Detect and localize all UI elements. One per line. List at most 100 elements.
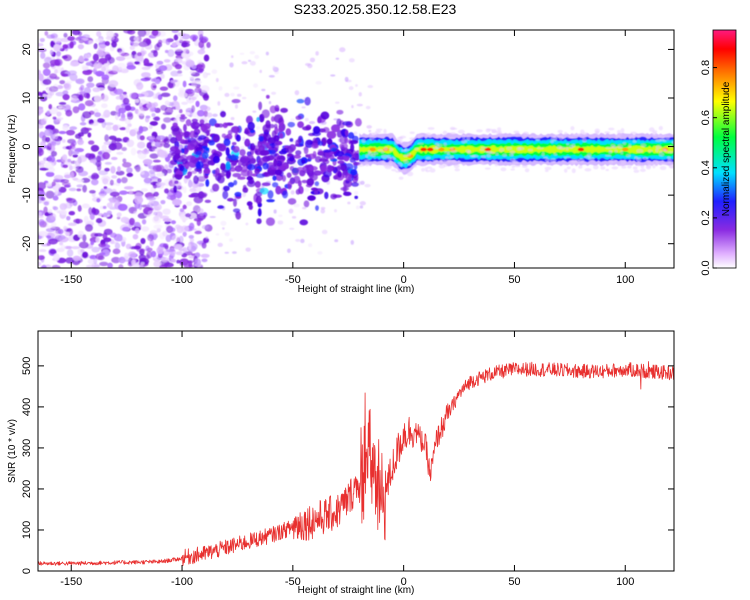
- spec-noise-blob: [118, 264, 124, 268]
- spec-noise-blob: [86, 82, 95, 88]
- spec-noise-blob: [88, 140, 95, 145]
- spec-haze: [608, 160, 614, 165]
- spec-cluster-blob: [255, 195, 262, 205]
- spec-haze: [605, 154, 612, 157]
- spec-cluster-blob: [275, 185, 282, 195]
- spec-noise-blob: [53, 133, 59, 140]
- spec-noise-blob: [309, 57, 316, 63]
- spec-noise-blob: [96, 87, 105, 91]
- spec-noise-blob: [183, 48, 190, 54]
- spec-cluster-blob: [286, 153, 293, 157]
- spec-haze: [443, 142, 447, 147]
- spec-cluster-blob: [259, 187, 269, 195]
- spec-noise-blob: [288, 208, 294, 214]
- spec-noise-blob: [101, 66, 107, 73]
- spec-noise-blob: [80, 249, 85, 253]
- spec-haze: [642, 157, 649, 160]
- spec-noise-blob: [249, 60, 256, 66]
- spec-noise-blob: [160, 200, 166, 205]
- spec-cluster-blob: [246, 180, 256, 188]
- spec-noise-blob: [181, 101, 188, 105]
- spec-noise-blob: [245, 222, 249, 226]
- spec-noise-blob: [74, 160, 81, 167]
- spec-haze: [524, 168, 530, 173]
- spec-noise-blob: [367, 85, 374, 89]
- spec-noise-blob: [95, 38, 104, 43]
- spec-cluster-blob: [342, 185, 347, 193]
- spec-noise-blob: [112, 124, 119, 132]
- spec-haze: [594, 128, 601, 134]
- spec-noise-blob: [189, 187, 197, 193]
- spec-cluster-blob: [245, 115, 253, 125]
- spec-haze: [512, 160, 519, 165]
- spec-noise-blob: [135, 164, 141, 173]
- spec-noise-blob: [97, 212, 104, 217]
- spec-noise-blob: [142, 158, 153, 165]
- spec-noise-blob: [116, 151, 124, 155]
- spec-noise-blob: [49, 91, 55, 96]
- spec-noise-blob: [82, 34, 90, 39]
- spec-xtick-label: 0: [401, 274, 407, 286]
- spec-cluster-blob: [271, 142, 275, 149]
- spec-noise-blob: [55, 118, 62, 123]
- spec-noise-blob: [38, 91, 43, 96]
- spec-cluster-blob: [261, 109, 270, 119]
- spec-tone-band: [359, 145, 674, 162]
- spec-noise-blob: [53, 43, 61, 52]
- spec-noise-blob: [83, 127, 92, 131]
- spec-noise-blob: [72, 106, 80, 114]
- spec-noise-blob: [95, 155, 102, 163]
- spec-haze: [580, 129, 585, 134]
- spec-noise-blob: [111, 256, 121, 264]
- spec-cluster-blob: [208, 118, 217, 127]
- spec-noise-blob: [178, 87, 186, 93]
- spec-haze: [364, 162, 370, 167]
- spec-haze: [671, 141, 674, 145]
- spec-cluster-blob: [169, 146, 179, 152]
- spec-noise-blob: [42, 68, 51, 77]
- spec-noise-blob: [80, 84, 85, 91]
- spec-noise-blob: [40, 197, 46, 201]
- spec-noise-blob: [148, 200, 154, 204]
- spec-noise-blob: [181, 61, 187, 65]
- spec-haze: [640, 164, 645, 169]
- spec-noise-blob: [143, 58, 150, 66]
- spec-noise-blob: [189, 34, 199, 41]
- spec-noise-blob: [121, 226, 130, 232]
- spec-cluster-blob: [299, 219, 309, 226]
- spec-noise-blob: [234, 104, 238, 109]
- spec-noise-blob: [364, 183, 371, 188]
- spec-noise-blob: [191, 80, 198, 88]
- spec-cluster-blob: [320, 164, 327, 173]
- spec-noise-blob: [304, 117, 309, 122]
- spec-noise-blob: [65, 257, 75, 264]
- spec-haze: [608, 127, 615, 131]
- spec-noise-blob: [241, 96, 247, 100]
- spec-noise-blob: [89, 122, 99, 127]
- spec-haze: [608, 150, 613, 154]
- spec-cluster-blob: [274, 107, 280, 112]
- spec-cluster-blob: [240, 166, 248, 173]
- spec-noise-blob: [77, 31, 83, 36]
- spec-noise-blob: [79, 90, 86, 95]
- spec-noise-blob: [201, 241, 207, 249]
- spec-noise-blob: [82, 184, 87, 193]
- spec-noise-blob: [273, 209, 277, 214]
- spec-noise-blob: [126, 65, 136, 70]
- spec-haze: [502, 153, 507, 157]
- spec-cluster-blob: [301, 159, 306, 165]
- spec-cluster-blob: [181, 158, 189, 164]
- spec-haze: [380, 151, 385, 154]
- spec-noise-blob: [65, 231, 70, 237]
- spec-cluster-blob: [256, 218, 262, 225]
- page-title: S233.2025.350.12.58.E23: [293, 1, 457, 17]
- spec-noise-blob: [89, 212, 95, 220]
- spec-haze: [406, 152, 411, 157]
- spec-haze: [494, 161, 499, 167]
- spec-noise-blob: [93, 62, 99, 71]
- spec-noise-blob: [143, 177, 152, 184]
- spec-noise-blob: [182, 80, 187, 88]
- spec-cluster-blob: [273, 158, 278, 167]
- spec-cluster-blob: [297, 138, 302, 144]
- spec-noise-blob: [71, 246, 80, 250]
